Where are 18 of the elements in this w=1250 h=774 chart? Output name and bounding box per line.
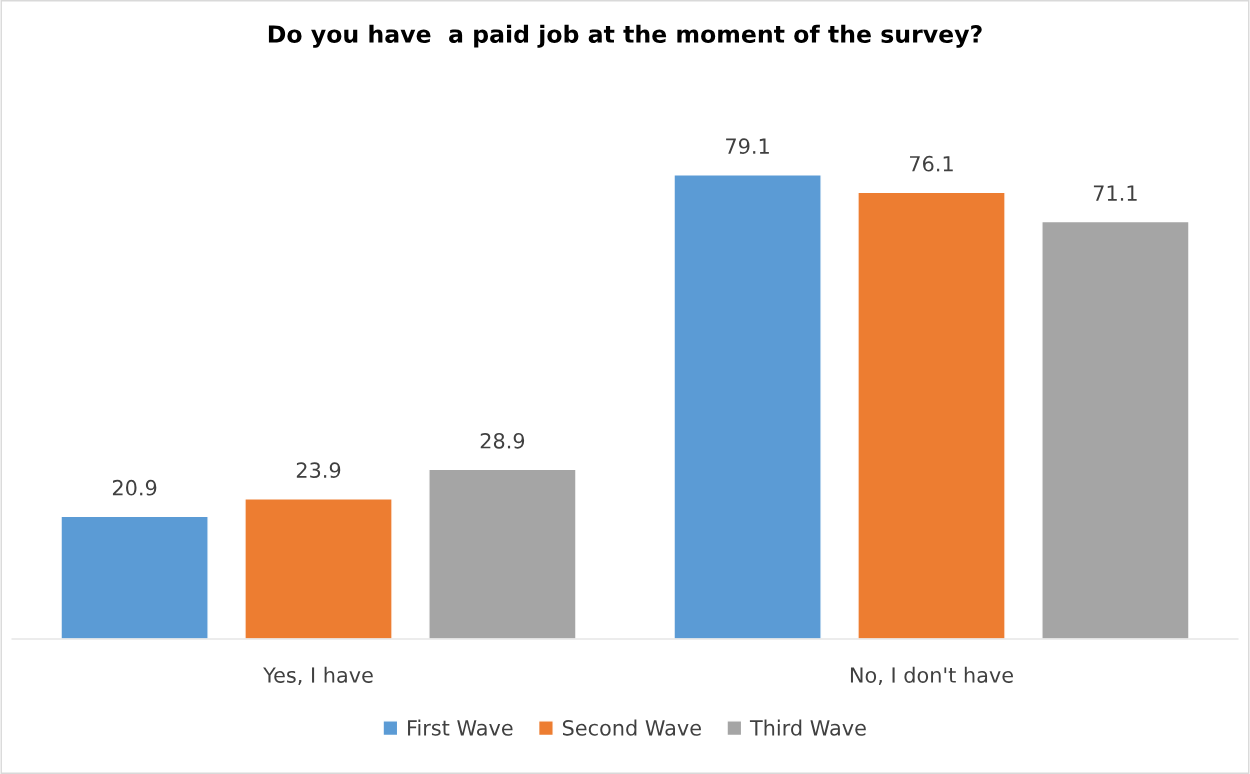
x-tick-label: No, I don't have [850, 666, 1013, 686]
chart-title: Do you have a paid job at the moment of the survey? [268, 24, 982, 48]
data-label: 23.9 [296, 462, 341, 479]
bar [857, 191, 1006, 639]
legend-label: Second Wave [562, 719, 701, 736]
legend-label: Third Wave [749, 719, 866, 736]
bar [428, 468, 577, 639]
data-label: 71.1 [1093, 185, 1137, 201]
bar [673, 174, 822, 639]
data-label: 20.9 [112, 479, 157, 496]
legend-label: First Wave [408, 719, 513, 736]
data-label: 76.1 [910, 155, 953, 172]
data-label: 28.9 [480, 432, 525, 449]
bar [60, 515, 209, 639]
bar [1041, 220, 1190, 639]
data-label: 79.1 [726, 138, 769, 155]
x-tick-label: Yes, I have [263, 666, 373, 686]
bar [244, 498, 393, 639]
